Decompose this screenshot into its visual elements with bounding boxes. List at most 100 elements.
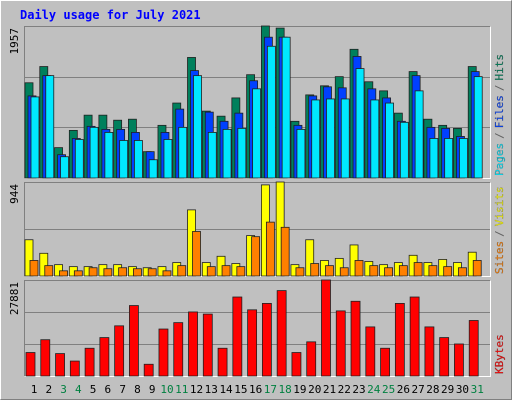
x-tick-label: 5 xyxy=(90,383,97,396)
bar xyxy=(192,231,201,277)
x-tick-label: 9 xyxy=(149,383,156,396)
bar xyxy=(114,325,125,377)
bar xyxy=(369,265,379,277)
bar xyxy=(232,296,243,377)
bar xyxy=(306,341,317,377)
bar xyxy=(335,310,346,377)
x-tick-label: 19 xyxy=(293,383,306,396)
x-tick-label: 30 xyxy=(456,383,469,396)
x-tick-label: 11 xyxy=(175,383,188,396)
panel-bevel-light xyxy=(24,280,491,377)
bar xyxy=(472,260,482,277)
x-tick-label: 28 xyxy=(426,383,439,396)
bar xyxy=(119,140,129,179)
bar xyxy=(69,360,80,377)
bar xyxy=(439,337,450,377)
bar xyxy=(424,326,435,377)
bar xyxy=(276,290,287,377)
bar xyxy=(134,140,143,179)
legend-entry: Hits xyxy=(493,54,506,81)
bar xyxy=(24,239,34,277)
bar xyxy=(206,266,216,277)
bar xyxy=(129,305,139,377)
bar xyxy=(339,267,349,277)
bar xyxy=(217,347,228,377)
bar xyxy=(459,138,468,179)
legend-separator: / xyxy=(493,132,506,139)
bar xyxy=(84,347,95,377)
bar xyxy=(99,337,110,377)
legend: Sites / Visits xyxy=(493,187,506,275)
bar xyxy=(468,320,479,377)
x-tick-label: 2 xyxy=(45,383,52,396)
bar xyxy=(325,265,334,277)
bar xyxy=(118,267,128,277)
chart-title: Daily usage for July 2021 xyxy=(20,8,201,22)
bar xyxy=(398,265,408,277)
x-tick-label: 27 xyxy=(412,383,425,396)
x-tick-label: 6 xyxy=(105,383,112,396)
x-tick-label: 29 xyxy=(441,383,454,396)
bar xyxy=(104,132,114,179)
x-tick-label: 22 xyxy=(338,383,351,396)
x-tick-label: 25 xyxy=(382,383,395,396)
x-tick-label: 23 xyxy=(352,383,365,396)
bar xyxy=(458,267,467,277)
bar xyxy=(173,322,184,377)
bar xyxy=(89,126,99,179)
bar xyxy=(365,326,376,377)
bar xyxy=(370,99,380,179)
bar xyxy=(444,138,454,179)
bar xyxy=(103,268,113,277)
panel-bevel-light xyxy=(24,26,491,179)
bar xyxy=(158,328,169,377)
bar xyxy=(251,236,261,277)
bar xyxy=(55,353,65,377)
bar xyxy=(384,267,393,277)
x-tick-label: 13 xyxy=(205,383,218,396)
bar xyxy=(162,270,172,277)
bar xyxy=(311,99,321,179)
bar xyxy=(74,139,84,179)
legend: KBytes xyxy=(493,334,506,374)
bar xyxy=(326,98,335,179)
panel-bevel-light xyxy=(24,182,491,277)
legend-separator: / xyxy=(493,230,506,237)
bar xyxy=(29,260,39,277)
x-tick-label: 16 xyxy=(249,383,262,396)
bar xyxy=(350,300,361,377)
y-tick-label: 27881 xyxy=(8,282,21,315)
bar xyxy=(147,268,157,277)
bar xyxy=(334,257,344,277)
bar xyxy=(252,88,262,179)
x-tick-label: 12 xyxy=(190,383,203,396)
bar xyxy=(202,313,213,377)
bar xyxy=(266,45,276,179)
bar xyxy=(25,352,36,377)
bar xyxy=(88,267,98,277)
x-tick-label: 14 xyxy=(219,383,233,396)
bar xyxy=(310,263,320,277)
legend-entry: Files xyxy=(493,95,506,128)
x-tick-label: 15 xyxy=(234,383,247,396)
bar xyxy=(321,279,331,377)
bar xyxy=(354,260,364,277)
bar xyxy=(236,266,246,277)
bar xyxy=(429,138,439,179)
bar xyxy=(222,128,232,179)
bar xyxy=(305,239,315,277)
x-tick-label: 31 xyxy=(471,383,484,396)
bar xyxy=(413,262,423,277)
x-tick-label: 7 xyxy=(119,383,126,396)
bar xyxy=(385,102,394,179)
x-tick-label: 21 xyxy=(323,383,336,396)
bar xyxy=(39,252,49,277)
bar xyxy=(394,303,405,377)
bar xyxy=(163,139,173,179)
y-tick-label: 1957 xyxy=(8,28,21,55)
bar xyxy=(207,132,217,179)
y-tick-label: 944 xyxy=(8,184,21,204)
bar xyxy=(40,339,51,377)
